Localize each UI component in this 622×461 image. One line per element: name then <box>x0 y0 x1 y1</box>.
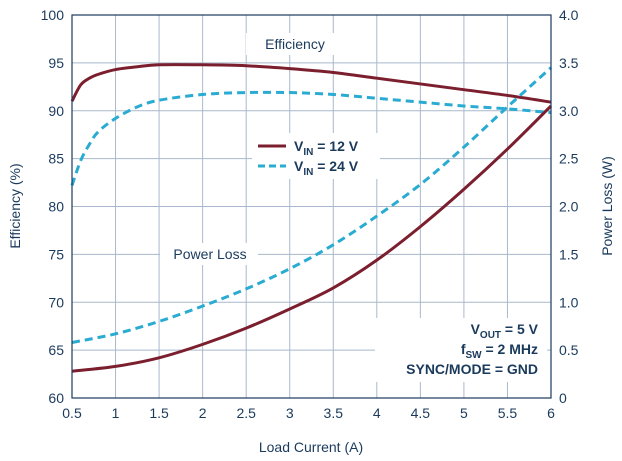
efficiency-annotation: Efficiency <box>265 36 325 52</box>
y-right-tick-label: 1.5 <box>559 246 579 262</box>
y-right-tick-label: 1.0 <box>559 294 579 310</box>
y-right-tick-label: 0.5 <box>559 342 579 358</box>
x-tick-label: 5.5 <box>498 405 518 421</box>
x-tick-label: 6 <box>547 405 555 421</box>
power-loss-12v-line <box>71 104 553 373</box>
y-left-tick-label: 85 <box>48 151 64 167</box>
y-left-tick-label: 65 <box>48 342 64 358</box>
condition-vout: VOUT = 5 V <box>471 321 539 341</box>
condition-sync-mode: SYNC/MODE = GND <box>406 361 538 377</box>
y-left-tick-label: 90 <box>48 103 64 119</box>
x-tick-label: 1 <box>112 405 120 421</box>
y-right-tick-label: 3.5 <box>559 55 579 71</box>
y-right-tick-label: 2.0 <box>559 199 579 215</box>
x-tick-label: 4 <box>373 405 381 421</box>
efficiency-24v-line <box>70 90 552 186</box>
x-axis-title: Load Current (A) <box>259 439 363 455</box>
efficiency-12v-line <box>70 63 552 104</box>
x-tick-label: 1.5 <box>149 405 169 421</box>
y-right-tick-label: 0 <box>559 390 567 406</box>
plot-frame <box>71 14 552 399</box>
x-tick-label: 2.5 <box>236 405 256 421</box>
legend-label-12v: VIN = 12 V <box>294 138 359 158</box>
legend-bg <box>252 133 380 179</box>
legend: VIN = 12 V VIN = 24 V <box>252 133 380 179</box>
y-left-tick-label: 75 <box>48 246 64 262</box>
operating-conditions: VOUT = 5 V fSW = 2 MHz SYNC/MODE = GND <box>375 318 547 382</box>
legend-label-24v: VIN = 24 V <box>294 158 359 178</box>
x-tick-label: 2 <box>199 405 207 421</box>
y-right-tick-label: 4.0 <box>559 7 579 23</box>
x-tick-label: 0.5 <box>62 405 82 421</box>
x-tick-label: 3.5 <box>324 405 344 421</box>
x-tick-label: 3 <box>286 405 294 421</box>
y-left-tick-label: 100 <box>41 7 65 23</box>
conditions-bg <box>375 318 547 382</box>
y-right-tick-label: 3.0 <box>559 103 579 119</box>
y-left-tick-label: 60 <box>48 390 64 406</box>
y-right-axis-title: Power Loss (W) <box>599 156 615 256</box>
y-left-tick-label: 70 <box>48 294 64 310</box>
efficiency-label-bg <box>246 33 338 55</box>
power-loss-annotation: Power Loss <box>173 246 246 262</box>
y-left-tick-label: 95 <box>48 55 64 71</box>
y-left-axis-title: Efficiency (%) <box>7 163 23 248</box>
power-loss-24v-line <box>71 66 553 344</box>
power-loss-label-bg <box>160 243 258 265</box>
tick-labels: 0.5 1 1.5 2 2.5 3 3.5 4 4.5 5 5.5 6 60 65 70 75 80 85 90 95… <box>41 7 579 421</box>
series-lines <box>70 63 553 373</box>
x-tick-label: 5 <box>460 405 468 421</box>
y-left-tick-label: 80 <box>48 199 64 215</box>
x-tick-label: 4.5 <box>411 405 431 421</box>
y-right-tick-label: 2.5 <box>559 151 579 167</box>
condition-fsw: fSW = 2 MHz <box>461 341 538 361</box>
